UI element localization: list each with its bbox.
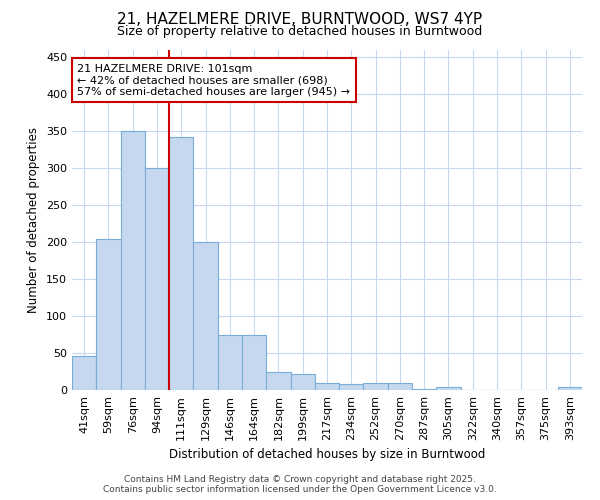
Bar	[290, 374, 315, 390]
Bar	[72, 356, 96, 390]
Bar	[242, 334, 266, 390]
Bar	[218, 334, 242, 390]
Bar	[339, 384, 364, 390]
Text: Size of property relative to detached houses in Burntwood: Size of property relative to detached ho…	[118, 25, 482, 38]
Bar	[96, 239, 121, 390]
Text: Contains HM Land Registry data © Crown copyright and database right 2025.
Contai: Contains HM Land Registry data © Crown c…	[103, 474, 497, 494]
Y-axis label: Number of detached properties: Number of detached properties	[28, 127, 40, 313]
Bar	[315, 384, 339, 390]
Text: 21 HAZELMERE DRIVE: 101sqm
← 42% of detached houses are smaller (698)
57% of sem: 21 HAZELMERE DRIVE: 101sqm ← 42% of deta…	[77, 64, 350, 97]
Bar	[558, 387, 582, 390]
Text: 21, HAZELMERE DRIVE, BURNTWOOD, WS7 4YP: 21, HAZELMERE DRIVE, BURNTWOOD, WS7 4YP	[118, 12, 482, 28]
Bar	[388, 382, 412, 390]
Bar	[121, 132, 145, 390]
Bar	[364, 382, 388, 390]
Bar	[436, 387, 461, 390]
Bar	[169, 137, 193, 390]
X-axis label: Distribution of detached houses by size in Burntwood: Distribution of detached houses by size …	[169, 448, 485, 462]
Bar	[193, 242, 218, 390]
Bar	[266, 372, 290, 390]
Bar	[145, 168, 169, 390]
